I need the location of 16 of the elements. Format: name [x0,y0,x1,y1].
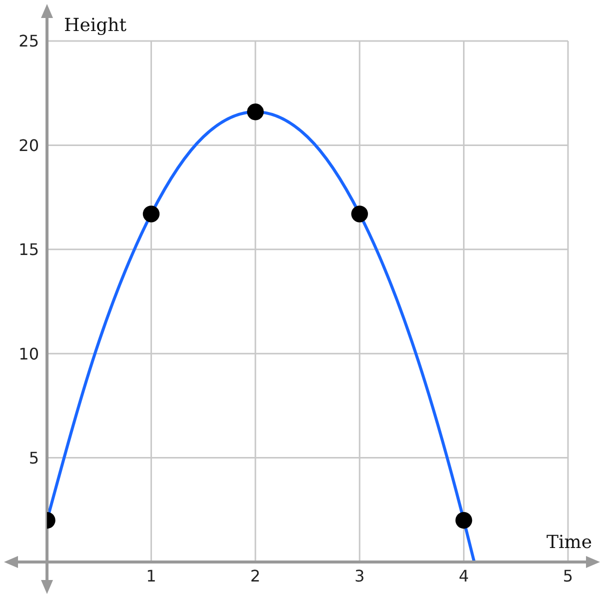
x-tick-label: 3 [354,566,365,586]
y-tick-label: 25 [18,32,39,51]
y-tick-label: 20 [18,136,39,155]
y-tick-label: 15 [18,240,39,260]
point [142,206,160,222]
y-tick-label: 5 [28,448,39,468]
x-tick-label: 5 [562,566,574,586]
x-tick-label: 4 [458,566,469,586]
point [455,512,472,529]
y-tick-label: 10 [18,344,39,364]
x-axis-title: Time [546,532,592,553]
point [351,206,368,222]
y-axis-title: Height [64,15,128,36]
point [247,104,264,120]
x-tick-label: 1 [146,566,156,586]
x-tick-label: 2 [250,566,260,586]
